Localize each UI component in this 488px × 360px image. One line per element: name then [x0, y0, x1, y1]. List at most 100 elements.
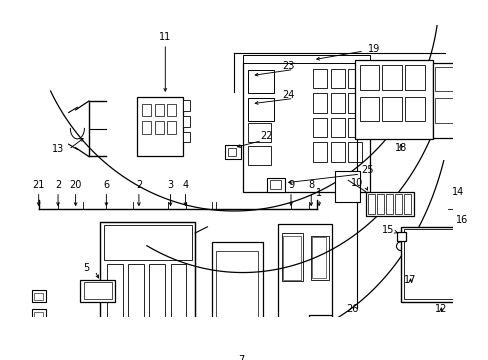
- Bar: [330, 118, 344, 137]
- Bar: [142, 104, 151, 116]
- Bar: [403, 194, 410, 213]
- Bar: [154, 104, 163, 116]
- Bar: [403, 229, 488, 299]
- Bar: [100, 221, 195, 360]
- Bar: [242, 62, 369, 192]
- Bar: [247, 99, 274, 121]
- Text: 23: 23: [282, 61, 294, 71]
- Bar: [434, 67, 452, 91]
- Bar: [32, 290, 45, 302]
- Text: 4: 4: [182, 180, 188, 190]
- Bar: [103, 225, 191, 260]
- Bar: [170, 264, 186, 347]
- Bar: [167, 121, 176, 134]
- Bar: [142, 121, 151, 134]
- Bar: [224, 145, 241, 159]
- Bar: [267, 177, 285, 192]
- Bar: [453, 201, 470, 218]
- Text: 15: 15: [381, 225, 393, 235]
- Text: 13: 13: [52, 144, 64, 154]
- Bar: [227, 148, 236, 157]
- Bar: [330, 143, 344, 162]
- Text: 25: 25: [361, 165, 373, 175]
- Bar: [107, 264, 123, 347]
- Bar: [312, 118, 326, 137]
- Text: 5: 5: [83, 263, 89, 273]
- Text: 19: 19: [367, 44, 380, 54]
- Bar: [405, 65, 424, 90]
- Bar: [347, 118, 362, 137]
- Text: 22: 22: [260, 131, 272, 141]
- Bar: [167, 104, 176, 116]
- Bar: [128, 264, 144, 347]
- Bar: [269, 180, 281, 189]
- Text: 3: 3: [167, 180, 173, 190]
- Bar: [405, 97, 424, 121]
- Text: 1: 1: [315, 188, 322, 198]
- Bar: [466, 233, 477, 242]
- Bar: [359, 97, 378, 121]
- Text: 24: 24: [282, 90, 294, 100]
- Bar: [247, 70, 274, 93]
- Bar: [365, 192, 413, 216]
- Bar: [400, 227, 488, 302]
- Bar: [183, 132, 189, 143]
- Bar: [309, 315, 332, 329]
- Bar: [359, 65, 378, 90]
- Bar: [34, 332, 43, 338]
- Bar: [32, 310, 45, 322]
- Text: 2: 2: [55, 180, 61, 190]
- Bar: [382, 97, 401, 121]
- Text: 16: 16: [455, 215, 468, 225]
- Bar: [382, 65, 401, 90]
- Bar: [311, 237, 325, 278]
- Bar: [319, 318, 335, 326]
- Bar: [385, 194, 392, 213]
- Bar: [330, 93, 344, 113]
- Bar: [34, 312, 43, 319]
- Text: 8: 8: [307, 180, 314, 190]
- Bar: [183, 100, 189, 111]
- Bar: [247, 146, 270, 165]
- Bar: [432, 63, 454, 138]
- Text: 14: 14: [451, 186, 463, 197]
- Bar: [149, 264, 165, 347]
- Bar: [83, 282, 111, 299]
- Text: 21: 21: [32, 180, 45, 190]
- Bar: [312, 93, 326, 113]
- Bar: [397, 232, 406, 241]
- Bar: [354, 60, 432, 139]
- Text: 26: 26: [346, 305, 358, 315]
- Bar: [216, 251, 258, 347]
- Bar: [32, 329, 45, 341]
- Text: 17: 17: [404, 275, 416, 284]
- Bar: [312, 68, 326, 88]
- Bar: [330, 68, 344, 88]
- Bar: [347, 93, 362, 113]
- Bar: [247, 123, 270, 143]
- Text: 20: 20: [69, 180, 81, 190]
- Bar: [376, 194, 384, 213]
- Bar: [211, 242, 263, 356]
- Bar: [242, 54, 369, 63]
- Bar: [463, 230, 481, 244]
- Text: 7: 7: [237, 355, 244, 360]
- Bar: [34, 293, 43, 300]
- Text: 11: 11: [159, 32, 171, 42]
- Bar: [183, 116, 189, 127]
- Text: 2: 2: [136, 180, 142, 190]
- Bar: [334, 171, 359, 202]
- Text: 12: 12: [434, 305, 447, 315]
- Bar: [312, 143, 326, 162]
- Bar: [310, 235, 328, 280]
- Bar: [277, 224, 332, 337]
- Bar: [80, 280, 115, 302]
- Text: 10: 10: [350, 178, 362, 188]
- Bar: [367, 194, 375, 213]
- Bar: [283, 235, 300, 280]
- Bar: [394, 194, 401, 213]
- Text: 6: 6: [103, 180, 109, 190]
- Bar: [347, 143, 362, 162]
- Text: 18: 18: [394, 143, 406, 153]
- Bar: [154, 121, 163, 134]
